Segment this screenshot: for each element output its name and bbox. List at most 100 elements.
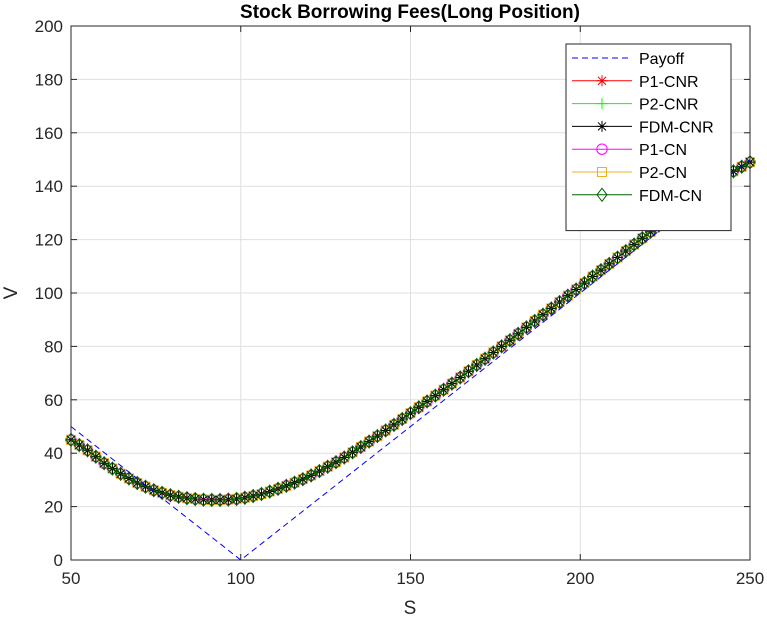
legend-item: P1-CN — [572, 142, 687, 159]
data-point — [413, 399, 425, 415]
data-point — [156, 485, 168, 501]
data-point — [106, 461, 119, 476]
data-point — [181, 490, 193, 506]
y-tick-label: 160 — [35, 124, 63, 143]
data-point — [214, 492, 226, 508]
data-point — [148, 482, 160, 498]
data-point — [338, 450, 350, 465]
data-point — [736, 159, 748, 175]
x-tick-label: 200 — [566, 569, 594, 588]
data-point — [446, 376, 458, 391]
data-point — [297, 471, 309, 487]
data-point — [139, 479, 152, 495]
data-point — [189, 491, 201, 507]
legend-marker — [596, 143, 608, 155]
chart-title: Stock Borrowing Fees(Long Position) — [240, 2, 580, 23]
data-point — [322, 459, 334, 475]
data-point — [230, 491, 243, 507]
data-point — [636, 230, 648, 246]
data-point — [197, 492, 210, 507]
legend-label: Payoff — [639, 51, 685, 68]
data-point — [545, 301, 557, 316]
data-point — [90, 449, 102, 465]
data-point — [355, 439, 367, 455]
data-point — [81, 442, 94, 458]
legend-item: P2-CN — [572, 165, 687, 182]
legend: Payoff P1-CNR P2-CNR FDM-CNR P1-CN P2-CN FDM-C… — [565, 43, 732, 232]
data-point — [454, 370, 466, 385]
y-tick-label: 100 — [35, 284, 63, 303]
data-point — [471, 357, 483, 373]
data-point — [421, 394, 433, 409]
data-point — [371, 428, 384, 444]
legend-marker — [596, 120, 608, 132]
data-point — [396, 411, 408, 427]
y-tick-label: 140 — [35, 177, 63, 196]
x-tick-label: 250 — [736, 569, 764, 588]
series-fdm-cn — [65, 154, 756, 508]
data-point — [520, 319, 533, 335]
legend-item: FDM-CNR — [572, 119, 714, 136]
y-tick-label: 60 — [44, 391, 63, 410]
legend-box — [565, 43, 732, 232]
data-point — [487, 345, 499, 360]
y-tick-label: 120 — [35, 231, 63, 250]
x-tick-label: 50 — [62, 569, 81, 588]
legend-marker — [596, 98, 608, 110]
legend-item: Payoff — [572, 51, 685, 68]
legend-item: P2-CNR — [572, 97, 699, 114]
data-point — [206, 492, 218, 508]
x-tick-label: 100 — [227, 569, 255, 588]
data-point — [98, 455, 110, 471]
data-point — [437, 382, 450, 398]
data-point — [123, 471, 135, 486]
y-tick-label: 40 — [44, 444, 63, 463]
data-point — [553, 294, 566, 310]
data-point — [222, 492, 234, 507]
legend-label: P1-CN — [639, 142, 687, 159]
data-point — [628, 237, 640, 252]
data-point — [462, 363, 475, 379]
axis-ticks: 50 100 150 200 250 0 20 40 60 80 100 120 140 160 180 20… — [35, 17, 765, 588]
data-point — [380, 423, 392, 438]
data-point — [429, 388, 441, 403]
data-point — [115, 466, 127, 482]
data-point — [479, 351, 491, 367]
x-tick-label: 150 — [396, 569, 424, 588]
data-point — [173, 489, 185, 505]
data-point — [280, 478, 292, 494]
data-point — [330, 454, 342, 470]
data-point — [537, 307, 549, 323]
data-point — [388, 417, 400, 433]
y-tick-label: 80 — [44, 337, 63, 356]
data-point — [164, 487, 176, 503]
legend-item: FDM-CN — [572, 187, 702, 205]
data-point — [495, 339, 508, 354]
data-point — [363, 434, 375, 449]
legend-item: P1-CNR — [572, 74, 699, 91]
data-point — [313, 463, 326, 479]
data-point — [305, 468, 317, 483]
y-tick-label: 180 — [35, 70, 63, 89]
data-point — [73, 437, 85, 453]
legend-label: P2-CN — [639, 165, 687, 182]
data-point — [512, 326, 524, 342]
data-point — [404, 405, 417, 421]
data-point — [131, 475, 143, 491]
legend-marker — [596, 187, 608, 203]
legend-label: P2-CNR — [639, 97, 699, 114]
data-point — [504, 332, 516, 348]
legend-marker — [596, 75, 608, 87]
y-tick-label: 0 — [54, 551, 63, 570]
y-tick-label: 20 — [44, 498, 63, 517]
y-axis-title: V — [1, 286, 22, 299]
legend-label: P1-CNR — [639, 74, 699, 91]
x-axis-title: S — [404, 598, 417, 618]
data-point — [288, 475, 301, 490]
legend-marker — [597, 167, 607, 177]
legend-label: FDM-CN — [639, 188, 702, 205]
data-point — [529, 313, 541, 329]
y-tick-label: 200 — [35, 17, 63, 36]
legend-label: FDM-CNR — [639, 119, 714, 136]
